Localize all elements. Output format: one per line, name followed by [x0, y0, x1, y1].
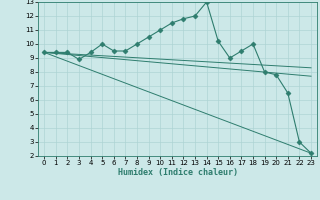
X-axis label: Humidex (Indice chaleur): Humidex (Indice chaleur) — [118, 168, 238, 177]
